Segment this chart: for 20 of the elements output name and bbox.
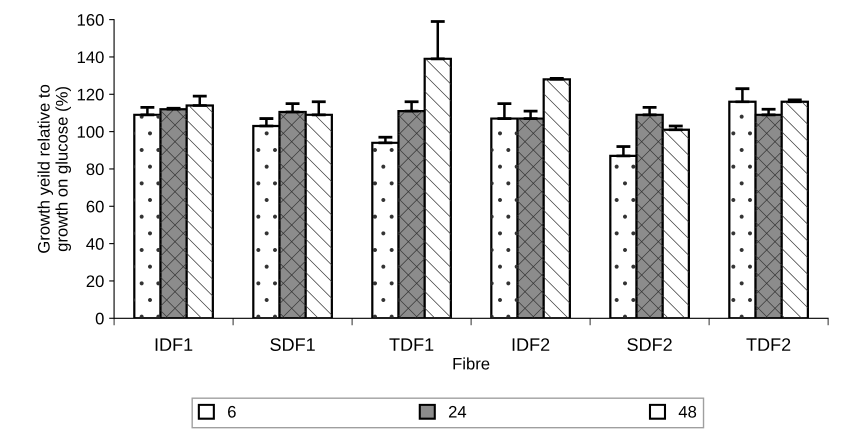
y-tick-label: 40 <box>86 238 104 250</box>
x-axis-title: Fibre <box>453 357 490 370</box>
y-tick-label: 60 <box>86 200 104 212</box>
x-tick-label: IDF2 <box>512 338 550 351</box>
x-tick-label: SDF2 <box>627 338 672 351</box>
legend-label: 6 <box>228 406 236 418</box>
x-tick-label: SDF1 <box>270 338 315 351</box>
y-axis-title: Growth yeild relative to growth on glucose (%) <box>38 84 71 253</box>
y-tick-label: 140 <box>78 51 104 64</box>
y-tick-label: 100 <box>78 126 104 138</box>
x-tick-label: IDF1 <box>156 338 192 351</box>
x-tick-label: TDF2 <box>746 338 790 351</box>
y-tick-label: 0 <box>96 312 104 324</box>
y-tick-label: 20 <box>86 275 104 288</box>
x-tick-label: TDF1 <box>389 338 434 351</box>
y-tick-label: 80 <box>86 163 104 176</box>
legend-label: 48 <box>678 406 696 418</box>
legend-label: 24 <box>448 406 466 418</box>
y-tick-label: 120 <box>78 88 104 100</box>
y-tick-label: 160 <box>78 14 104 26</box>
